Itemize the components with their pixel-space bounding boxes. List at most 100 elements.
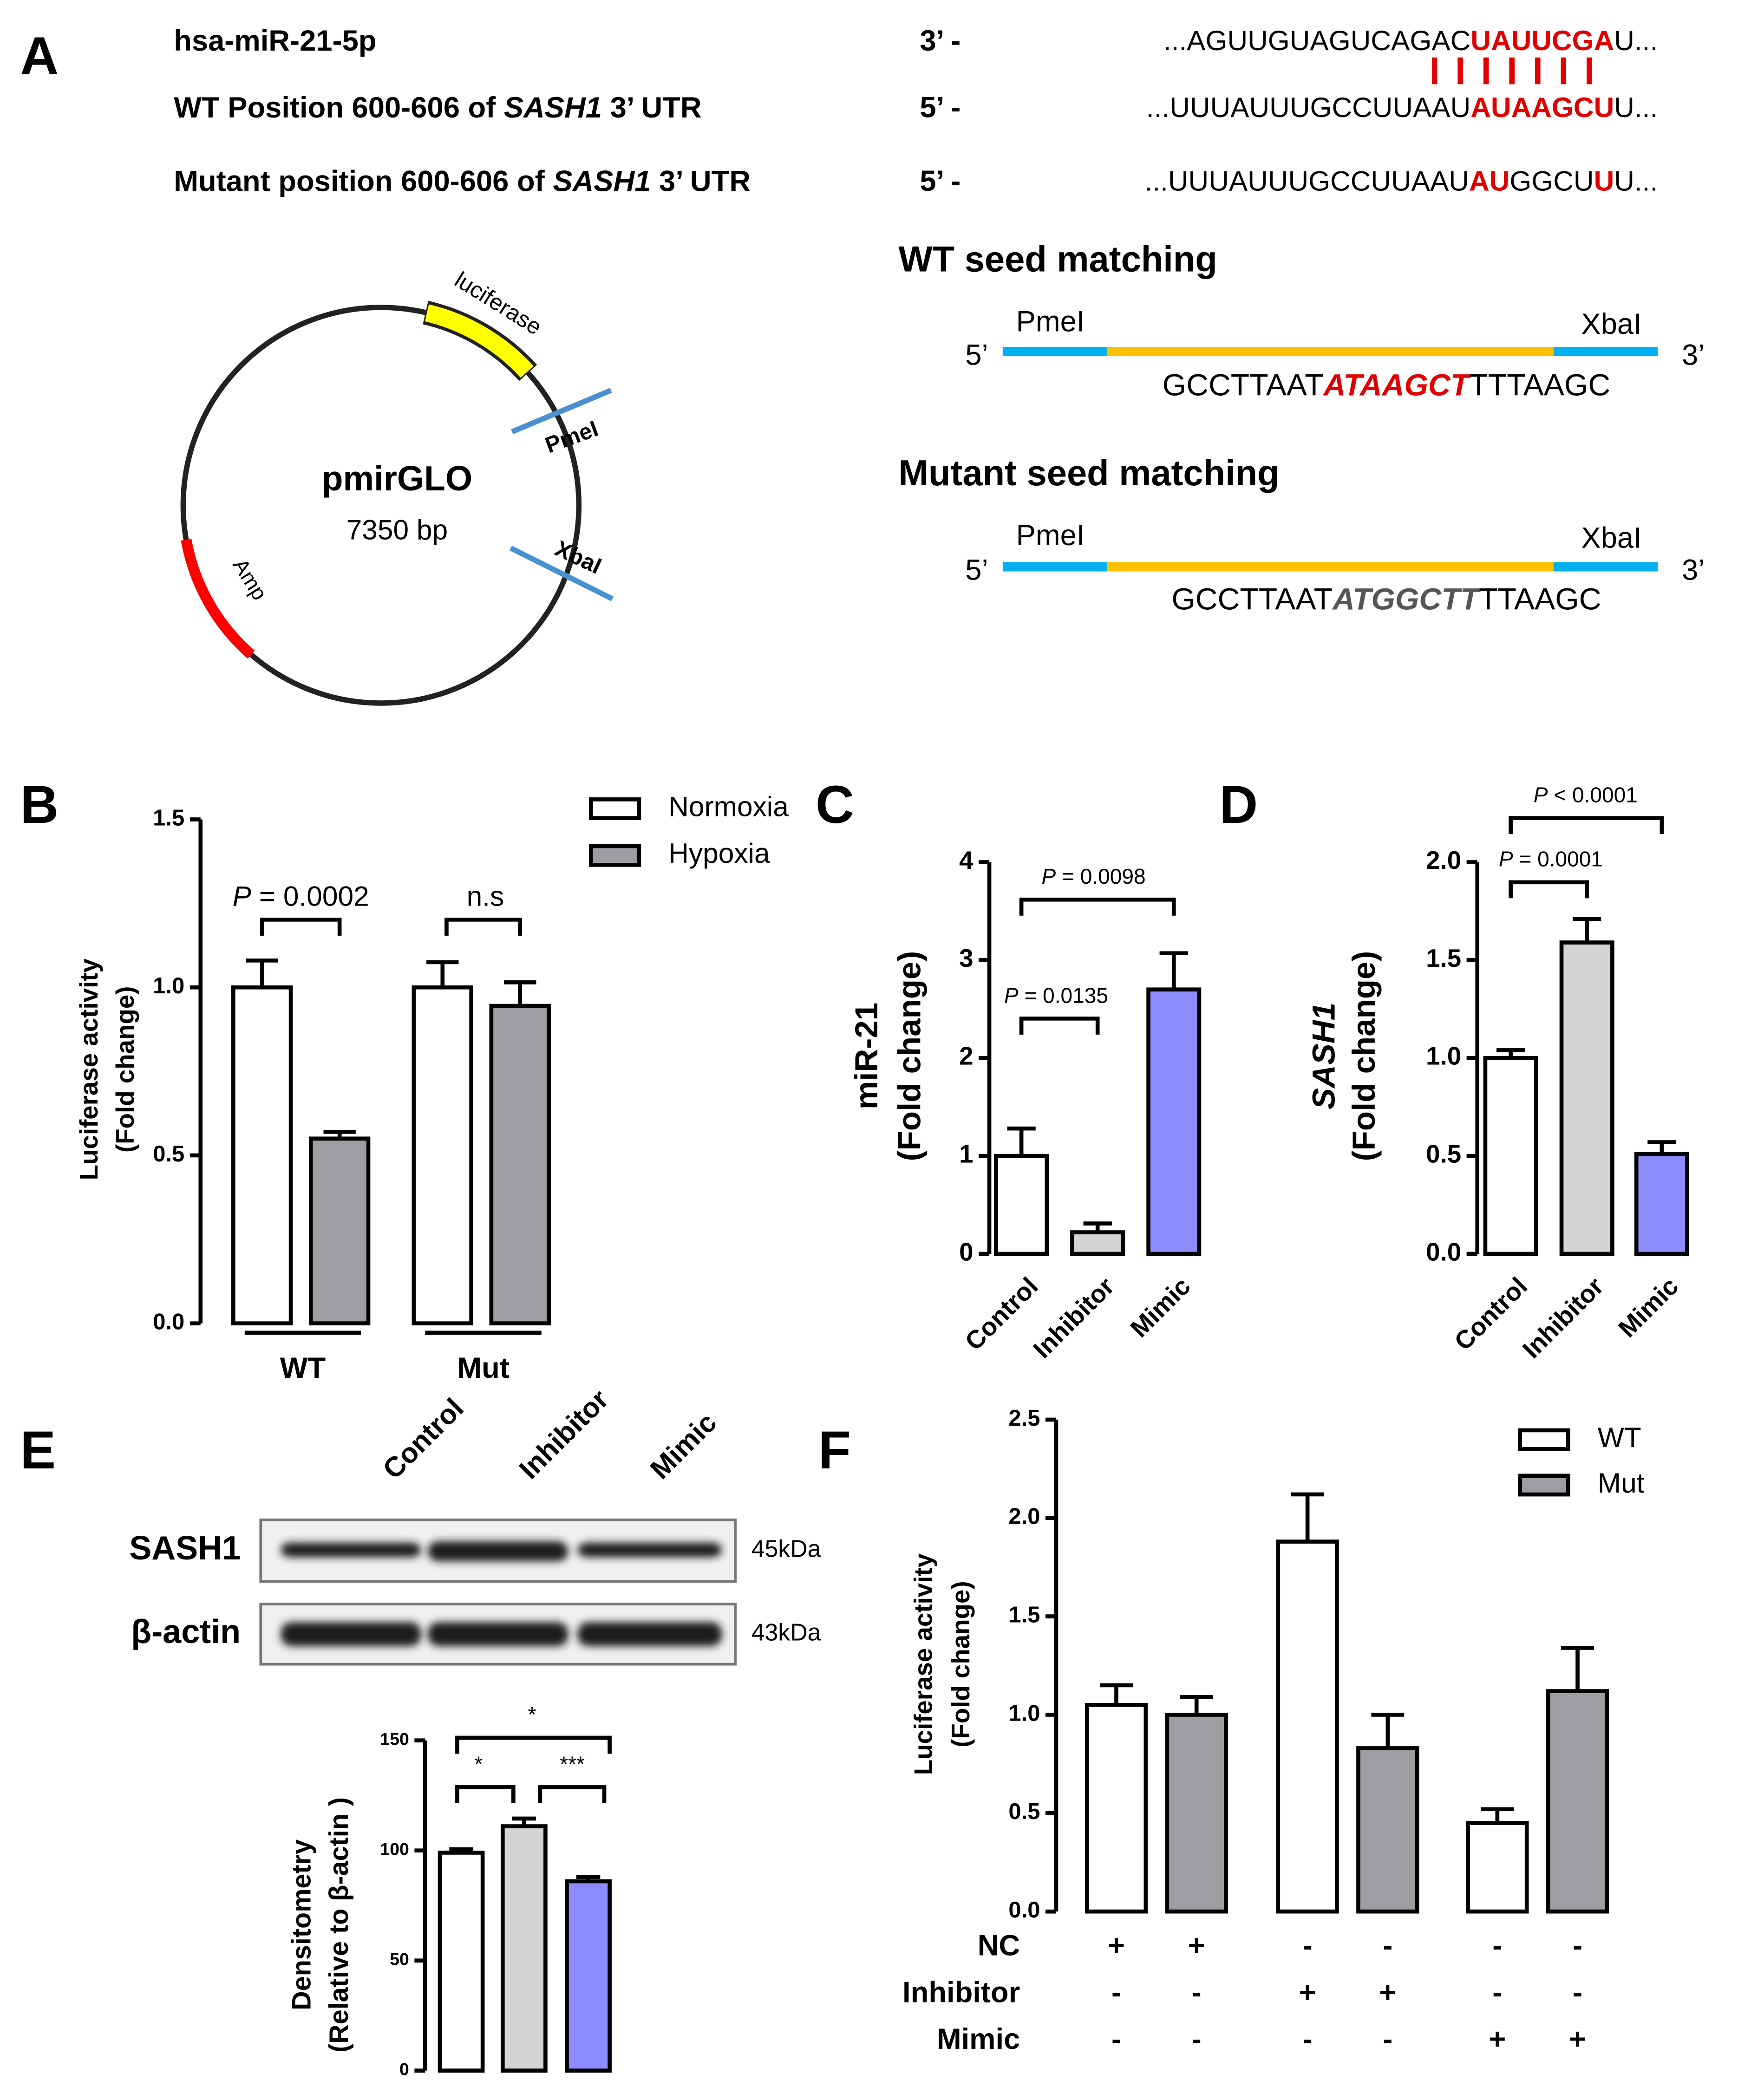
bar	[1146, 987, 1202, 1256]
text-segment: SASH1	[553, 165, 651, 197]
y-tick-label: 2.0	[1426, 846, 1461, 874]
sequence: ...UUUAUUUGCCUUAAUAUAAGCUU...	[1146, 91, 1658, 123]
text-segment: GCCTTAAT	[1163, 368, 1324, 403]
condition-mark: +	[1569, 2023, 1586, 2055]
panel-label: D	[1219, 775, 1258, 835]
lane-label: Mimic	[644, 1406, 722, 1485]
bar	[1085, 1702, 1148, 1914]
bar	[438, 1851, 485, 2073]
sequence: ...AGUUGUAGUCAGACUAUUCGAU...	[1163, 25, 1658, 56]
text-segment: *	[475, 1752, 483, 1776]
x-tick-label: Inhibitor	[1027, 1272, 1119, 1363]
bar	[1559, 940, 1614, 1256]
bar	[489, 1004, 551, 1325]
legend-swatch	[1518, 1428, 1570, 1451]
panel-label: C	[816, 775, 854, 835]
y-tick-label: 150	[380, 1729, 409, 1749]
x-tick-label: Mut	[457, 1352, 510, 1384]
y-tick-label: 0.0	[1426, 1237, 1461, 1266]
blot-band	[428, 1541, 568, 1561]
y-axis-label: Luciferase activity	[908, 1553, 937, 1775]
text-segment: = 0.0001	[1513, 847, 1603, 871]
bar	[1634, 1152, 1689, 1256]
significance-label: P = 0.0001	[1499, 847, 1603, 871]
seed-title: WT seed matching	[898, 240, 1217, 280]
y-tick-label: 2.0	[1008, 1504, 1040, 1529]
legend-label: Mut	[1598, 1467, 1645, 1499]
condition-mark: -	[1111, 2023, 1121, 2055]
y-tick-label: 0	[959, 1237, 973, 1266]
significance-label: P = 0.0135	[1004, 983, 1108, 1007]
bar	[500, 1824, 548, 2073]
y-tick-label: 4	[959, 846, 974, 874]
text-segment: hsa-miR-21-5p	[174, 25, 376, 57]
text-segment: AUAAGCU	[1470, 91, 1614, 123]
text-segment: = 0.0098	[1056, 864, 1145, 888]
text-segment: U	[1594, 165, 1614, 196]
gene-box	[425, 304, 534, 378]
bar	[1466, 1821, 1529, 1914]
condition-mark: -	[1492, 1976, 1502, 2009]
y-axis-label: (Fold change)	[891, 951, 927, 1161]
bar	[231, 985, 293, 1325]
blot-band	[428, 1622, 568, 1646]
significance-bracket	[444, 918, 523, 936]
lane-label: Inhibitor	[513, 1383, 614, 1485]
significance-label: P < 0.0001	[1534, 783, 1638, 807]
panel-label: A	[20, 26, 59, 86]
text-segment: Mutant position 600-606 of	[174, 165, 553, 197]
y-tick-label: 0	[399, 2060, 409, 2079]
text-segment: P	[1534, 783, 1548, 807]
y-tick-label: 1.5	[1008, 1603, 1040, 1628]
text-segment: n.s	[467, 880, 504, 912]
text-segment: ATAAGCT	[1323, 368, 1472, 403]
text-segment: P	[233, 880, 251, 912]
y-tick-label: 0.5	[1008, 1799, 1040, 1824]
site-line	[511, 388, 612, 435]
significance-label: n.s	[467, 880, 504, 912]
sequence-name: hsa-miR-21-5p	[174, 25, 376, 57]
seed-title: Mutant seed matching	[898, 453, 1279, 493]
condition-mark: -	[1192, 2023, 1202, 2055]
size-label: 43kDa	[751, 1619, 821, 1646]
text-segment: U...	[1614, 91, 1658, 123]
seed-sequence: GCCTTAATATGGCTTTTAAGC	[1171, 582, 1601, 617]
y-tick-label: 2	[959, 1042, 973, 1070]
bar	[412, 985, 473, 1325]
significance-label: P = 0.0098	[1042, 864, 1146, 888]
y-axis-label: miR-21	[848, 1003, 884, 1109]
text-segment: ATGGCTT	[1332, 582, 1482, 617]
strand-end: 3’ -	[920, 25, 960, 57]
sequence: ...UUUAUUUGCCUUAAUAUGGCUUU...	[1145, 165, 1658, 196]
y-tick-label: 1.5	[1426, 944, 1461, 972]
bar	[994, 1154, 1049, 1256]
text-segment: P	[1042, 864, 1056, 888]
condition-label: Mimic	[937, 2023, 1020, 2055]
significance-bracket	[1019, 897, 1176, 916]
text-segment: < 0.0001	[1548, 783, 1638, 807]
blot-band	[577, 1622, 722, 1646]
legend-label: Normoxia	[668, 790, 789, 822]
panel-label: E	[20, 1421, 56, 1480]
condition-mark: -	[1573, 1930, 1582, 1962]
significance-bracket	[260, 918, 342, 936]
condition-mark: -	[1492, 1930, 1502, 1962]
legend-label: WT	[1598, 1422, 1641, 1453]
bar	[308, 1136, 371, 1325]
y-axis-label: (Fold change)	[111, 986, 139, 1153]
panel-label: F	[818, 1421, 851, 1480]
condition-label: NC	[978, 1930, 1020, 1962]
y-tick-label: 1.0	[1426, 1042, 1461, 1070]
significance-bracket	[1019, 1017, 1100, 1035]
x-tick-label: Mimic	[1124, 1272, 1196, 1343]
y-axis-label: (Fold change)	[1346, 951, 1382, 1161]
significance-label: *	[475, 1752, 483, 1776]
blot-band	[281, 1542, 421, 1558]
y-tick-label: 3	[959, 944, 973, 972]
y-tick-label: 1	[959, 1140, 973, 1168]
text-segment: P	[1004, 983, 1019, 1007]
condition-mark: +	[1379, 1976, 1396, 2009]
text-segment: WT Position 600-606 of	[174, 91, 504, 124]
